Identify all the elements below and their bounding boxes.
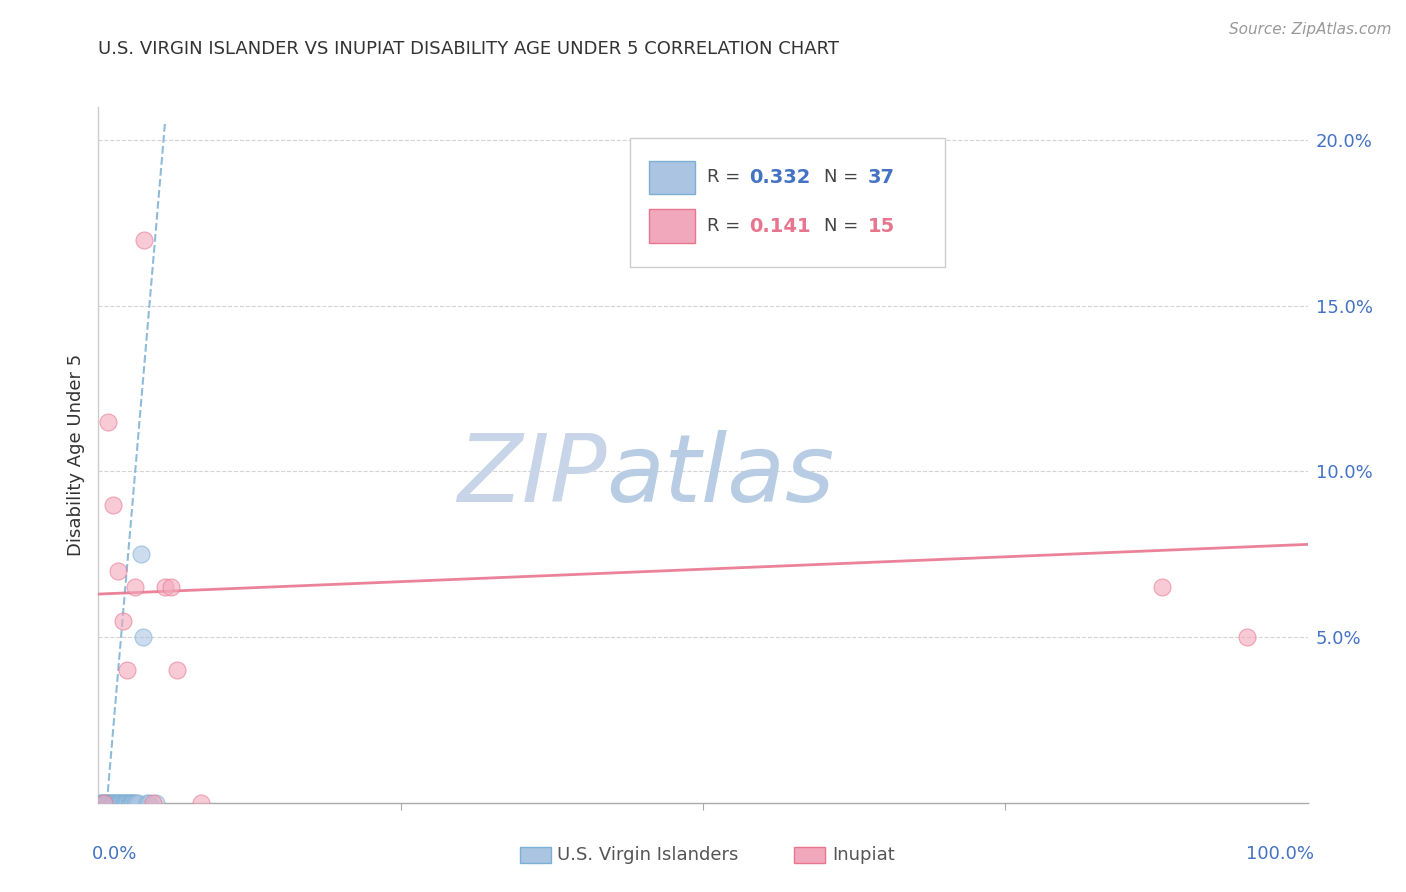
Text: Inupiat: Inupiat bbox=[832, 847, 896, 864]
Point bbox=[101, 498, 124, 512]
Point bbox=[124, 581, 146, 595]
Point bbox=[108, 796, 131, 810]
Point bbox=[118, 796, 141, 810]
Point bbox=[110, 796, 132, 810]
Point bbox=[153, 581, 176, 595]
Text: 15: 15 bbox=[868, 217, 894, 235]
Text: 37: 37 bbox=[868, 168, 894, 186]
Text: Source: ZipAtlas.com: Source: ZipAtlas.com bbox=[1229, 22, 1392, 37]
Point bbox=[160, 581, 183, 595]
Point bbox=[129, 547, 152, 561]
Point bbox=[132, 630, 155, 644]
Point bbox=[111, 614, 134, 628]
Point bbox=[91, 796, 114, 810]
Text: R =: R = bbox=[707, 217, 745, 235]
Point bbox=[1152, 581, 1174, 595]
Point bbox=[97, 796, 120, 810]
Point bbox=[107, 796, 129, 810]
Point bbox=[105, 796, 128, 810]
Point bbox=[112, 796, 135, 810]
Text: 0.332: 0.332 bbox=[749, 168, 810, 186]
Point bbox=[1236, 630, 1258, 644]
Point bbox=[93, 796, 115, 810]
Point bbox=[125, 796, 148, 810]
Point bbox=[138, 796, 160, 810]
Text: U.S. VIRGIN ISLANDER VS INUPIAT DISABILITY AGE UNDER 5 CORRELATION CHART: U.S. VIRGIN ISLANDER VS INUPIAT DISABILI… bbox=[98, 40, 839, 58]
Point bbox=[117, 663, 139, 677]
Point bbox=[104, 796, 127, 810]
Point bbox=[120, 796, 142, 810]
Point bbox=[127, 796, 149, 810]
Point bbox=[100, 796, 122, 810]
Point bbox=[111, 796, 134, 810]
Y-axis label: Disability Age Under 5: Disability Age Under 5 bbox=[66, 354, 84, 556]
Point bbox=[124, 796, 146, 810]
Text: U.S. Virgin Islanders: U.S. Virgin Islanders bbox=[557, 847, 738, 864]
Point bbox=[100, 796, 122, 810]
Text: 100.0%: 100.0% bbox=[1246, 845, 1313, 863]
Text: N =: N = bbox=[824, 217, 863, 235]
Point bbox=[93, 796, 115, 810]
Point bbox=[98, 796, 121, 810]
Point bbox=[115, 796, 138, 810]
Point bbox=[101, 796, 124, 810]
Text: atlas: atlas bbox=[606, 430, 835, 521]
Text: N =: N = bbox=[824, 169, 863, 186]
Point bbox=[118, 796, 141, 810]
Point bbox=[89, 796, 111, 810]
Text: 0.141: 0.141 bbox=[749, 217, 811, 235]
Point bbox=[142, 796, 165, 810]
Point bbox=[91, 796, 114, 810]
Point bbox=[94, 796, 117, 810]
Point bbox=[114, 796, 136, 810]
Text: R =: R = bbox=[707, 169, 745, 186]
Text: 0.0%: 0.0% bbox=[93, 845, 138, 863]
Point bbox=[166, 663, 188, 677]
Point bbox=[103, 796, 125, 810]
Point bbox=[107, 564, 129, 578]
Point bbox=[108, 796, 131, 810]
Text: ZIP: ZIP bbox=[457, 430, 606, 521]
Point bbox=[117, 796, 139, 810]
Bar bbox=[648, 210, 695, 243]
Point bbox=[90, 796, 112, 810]
Point bbox=[96, 796, 118, 810]
Point bbox=[122, 796, 145, 810]
Bar bbox=[648, 161, 695, 194]
Point bbox=[134, 233, 156, 247]
Point bbox=[97, 415, 120, 429]
Point bbox=[145, 796, 167, 810]
Point bbox=[190, 796, 212, 810]
Point bbox=[121, 796, 143, 810]
Point bbox=[135, 796, 157, 810]
FancyBboxPatch shape bbox=[630, 138, 945, 267]
